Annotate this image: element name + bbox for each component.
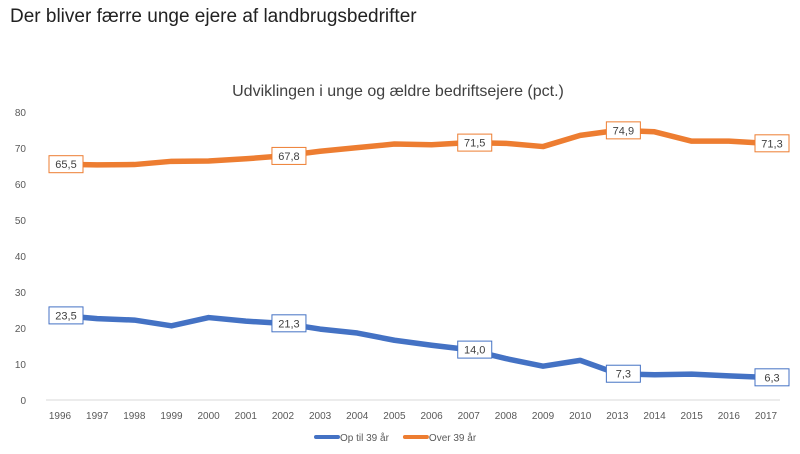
x-tick-label: 2009: [532, 411, 555, 422]
data-label: 14,0: [457, 340, 493, 359]
data-label: 71,3: [754, 134, 790, 153]
data-point: [95, 163, 99, 167]
svg-text:14,0: 14,0: [464, 345, 485, 357]
legend-item: Op til 39 år: [314, 432, 390, 444]
x-tick-label: 1996: [49, 411, 72, 422]
data-point: [727, 139, 731, 143]
y-tick-label: 20: [15, 324, 27, 335]
svg-text:74,9: 74,9: [613, 125, 634, 137]
data-point: [504, 357, 508, 361]
data-label: 21,3: [271, 314, 307, 333]
x-tick-label: 2014: [643, 411, 666, 422]
legend-label: Op til 39 år: [340, 432, 390, 444]
x-tick-label: 2003: [309, 411, 332, 422]
series-lines: [57, 127, 769, 381]
data-point: [727, 374, 731, 378]
y-tick-label: 40: [15, 252, 27, 263]
data-point: [207, 316, 211, 320]
x-tick-label: 2001: [235, 411, 258, 422]
data-point: [355, 146, 359, 150]
axes: 0 10 20 30 40 50 60 70 80 1996 1997 1998 1999 2000 200…: [15, 108, 780, 422]
data-point: [95, 317, 99, 321]
x-tick-label: 2007: [458, 411, 481, 422]
x-tick-label: 2017: [755, 411, 778, 422]
y-tick-label: 30: [15, 288, 27, 299]
data-point: [578, 133, 582, 137]
data-point: [132, 318, 136, 322]
svg-text:71,3: 71,3: [761, 138, 782, 150]
svg-text:6,3: 6,3: [764, 372, 779, 384]
data-point: [244, 319, 248, 323]
data-label: 67,8: [271, 146, 307, 165]
svg-text:21,3: 21,3: [278, 318, 299, 330]
series-line: [57, 312, 769, 381]
y-tick-label: 0: [20, 396, 26, 407]
svg-text:7,3: 7,3: [616, 369, 631, 381]
data-point: [690, 372, 694, 376]
data-point: [169, 159, 173, 163]
data-point: [430, 143, 434, 147]
data-point: [690, 139, 694, 143]
y-tick-label: 70: [15, 144, 27, 155]
chart-title: Udviklingen i unge og ældre bedriftsejer…: [232, 83, 564, 100]
x-tick-label: 1998: [123, 411, 146, 422]
data-point: [504, 141, 508, 145]
data-label: 71,5: [457, 133, 493, 152]
x-tick-label: 1999: [160, 411, 183, 422]
data-point: [318, 149, 322, 153]
x-tick-label: 2006: [420, 411, 443, 422]
x-tick-label: 2000: [198, 411, 221, 422]
data-point: [541, 364, 545, 368]
data-point: [207, 159, 211, 163]
svg-text:67,8: 67,8: [278, 151, 299, 163]
legend: Op til 39 år Over 39 år: [314, 432, 477, 444]
data-label: 23,5: [48, 306, 84, 325]
y-tick-label: 50: [15, 216, 27, 227]
data-label: 6,3: [754, 368, 790, 387]
data-point: [355, 331, 359, 335]
data-point: [169, 324, 173, 328]
data-point: [132, 163, 136, 167]
data-labels: 23,5 21,3 14,0 7,3 6,3 65,5 67,8 71,5 74,9 71,3: [48, 121, 790, 387]
x-tick-label: 2016: [718, 411, 741, 422]
data-point: [653, 130, 657, 134]
data-point: [541, 145, 545, 149]
svg-text:71,5: 71,5: [464, 138, 485, 150]
page-heading: Der bliver færre unge ejere af landbrugs…: [10, 6, 417, 27]
data-point: [430, 343, 434, 347]
data-label: 7,3: [605, 364, 641, 383]
data-label: 74,9: [605, 121, 641, 140]
svg-text:65,5: 65,5: [55, 159, 76, 171]
x-tick-label: 2005: [383, 411, 406, 422]
y-tick-label: 60: [15, 180, 27, 191]
x-tick-label: 2013: [606, 411, 629, 422]
y-tick-label: 80: [15, 108, 27, 119]
x-tick-label: 2008: [495, 411, 518, 422]
x-tick-label: 2010: [569, 411, 592, 422]
y-tick-label: 10: [15, 360, 27, 371]
data-point: [653, 373, 657, 377]
data-point: [578, 358, 582, 362]
svg-text:23,5: 23,5: [55, 310, 76, 322]
data-point: [318, 327, 322, 331]
data-label: 65,5: [48, 155, 84, 174]
x-tick-label: 2002: [272, 411, 295, 422]
data-point: [392, 338, 396, 342]
x-tick-label: 2015: [681, 411, 704, 422]
legend-label: Over 39 år: [429, 432, 477, 444]
x-tick-label: 2004: [346, 411, 369, 422]
x-tick-label: 1997: [86, 411, 109, 422]
data-point: [392, 142, 396, 146]
series-line: [57, 127, 769, 168]
legend-item: Over 39 år: [402, 432, 477, 444]
data-point: [244, 157, 248, 161]
